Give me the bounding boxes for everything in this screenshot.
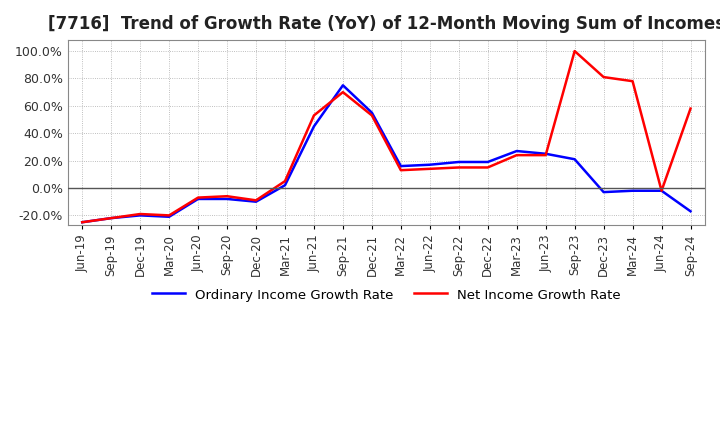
- Ordinary Income Growth Rate: [541, 151, 550, 156]
- Ordinary Income Growth Rate: [483, 159, 492, 165]
- Ordinary Income Growth Rate: [338, 83, 347, 88]
- Line: Ordinary Income Growth Rate: Ordinary Income Growth Rate: [82, 85, 690, 222]
- Line: Net Income Growth Rate: Net Income Growth Rate: [82, 51, 690, 222]
- Ordinary Income Growth Rate: [657, 188, 666, 193]
- Ordinary Income Growth Rate: [513, 148, 521, 154]
- Net Income Growth Rate: [570, 48, 579, 54]
- Ordinary Income Growth Rate: [252, 199, 261, 204]
- Net Income Growth Rate: [310, 113, 318, 118]
- Legend: Ordinary Income Growth Rate, Net Income Growth Rate: Ordinary Income Growth Rate, Net Income …: [147, 282, 626, 307]
- Net Income Growth Rate: [454, 165, 463, 170]
- Net Income Growth Rate: [483, 165, 492, 170]
- Ordinary Income Growth Rate: [629, 188, 637, 193]
- Net Income Growth Rate: [657, 188, 666, 193]
- Net Income Growth Rate: [252, 198, 261, 203]
- Net Income Growth Rate: [686, 106, 695, 111]
- Net Income Growth Rate: [222, 194, 231, 199]
- Title: [7716]  Trend of Growth Rate (YoY) of 12-Month Moving Sum of Incomes: [7716] Trend of Growth Rate (YoY) of 12-…: [48, 15, 720, 33]
- Ordinary Income Growth Rate: [281, 183, 289, 188]
- Net Income Growth Rate: [338, 89, 347, 95]
- Ordinary Income Growth Rate: [78, 220, 86, 225]
- Net Income Growth Rate: [599, 74, 608, 80]
- Net Income Growth Rate: [194, 195, 202, 200]
- Net Income Growth Rate: [397, 168, 405, 173]
- Net Income Growth Rate: [281, 179, 289, 184]
- Ordinary Income Growth Rate: [107, 216, 115, 221]
- Net Income Growth Rate: [541, 153, 550, 158]
- Net Income Growth Rate: [136, 211, 145, 216]
- Net Income Growth Rate: [78, 220, 86, 225]
- Ordinary Income Growth Rate: [165, 214, 174, 220]
- Ordinary Income Growth Rate: [599, 190, 608, 195]
- Net Income Growth Rate: [513, 153, 521, 158]
- Ordinary Income Growth Rate: [426, 162, 434, 167]
- Ordinary Income Growth Rate: [454, 159, 463, 165]
- Net Income Growth Rate: [165, 213, 174, 218]
- Net Income Growth Rate: [426, 166, 434, 172]
- Net Income Growth Rate: [107, 216, 115, 221]
- Ordinary Income Growth Rate: [310, 124, 318, 129]
- Ordinary Income Growth Rate: [570, 157, 579, 162]
- Ordinary Income Growth Rate: [397, 163, 405, 169]
- Ordinary Income Growth Rate: [194, 196, 202, 202]
- Net Income Growth Rate: [629, 79, 637, 84]
- Ordinary Income Growth Rate: [136, 213, 145, 218]
- Net Income Growth Rate: [368, 113, 377, 118]
- Ordinary Income Growth Rate: [686, 209, 695, 214]
- Ordinary Income Growth Rate: [368, 110, 377, 115]
- Ordinary Income Growth Rate: [222, 196, 231, 202]
